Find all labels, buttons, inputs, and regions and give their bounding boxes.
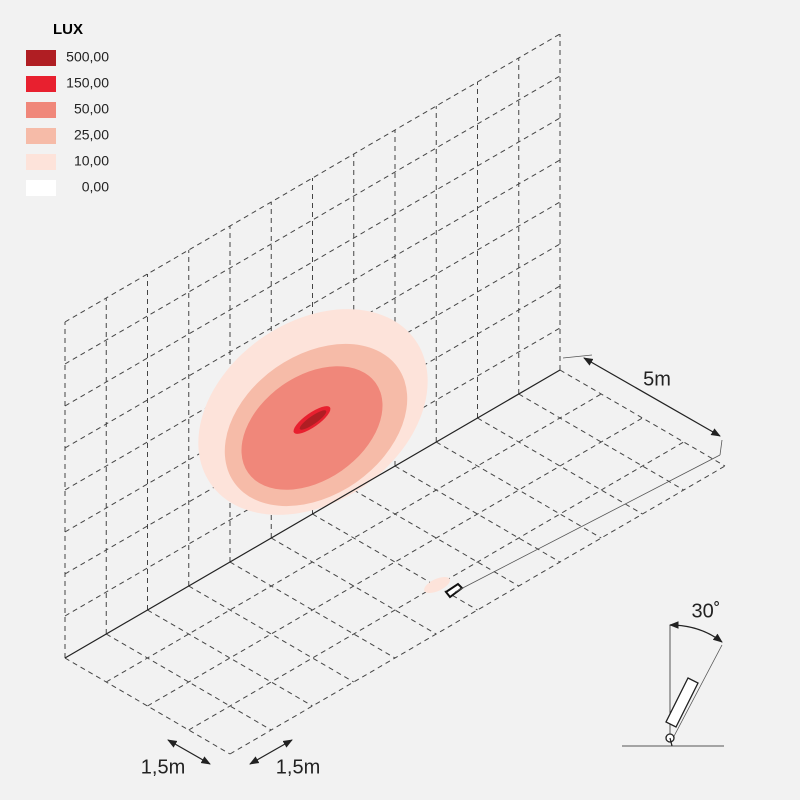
legend-label: 150,00 — [66, 75, 109, 91]
legend-swatch — [26, 154, 56, 170]
dimension-guide — [562, 354, 593, 359]
grid-line — [64, 243, 561, 533]
dimension-line — [249, 739, 293, 765]
isolux — [198, 309, 428, 515]
grid-line — [188, 585, 355, 683]
fixture-spot — [424, 576, 450, 594]
grid-line — [394, 465, 561, 563]
grid-line — [312, 513, 478, 611]
grid-line — [477, 417, 643, 515]
grid-line — [353, 489, 520, 587]
legend-label: 50,00 — [74, 101, 109, 117]
legend-label: 25,00 — [74, 127, 109, 143]
legend-swatch — [26, 180, 56, 196]
fixture — [444, 582, 464, 599]
dimension-line — [167, 739, 211, 765]
grid-line — [64, 75, 561, 365]
grid-line — [229, 465, 726, 755]
wall-base — [64, 369, 561, 659]
grid-line — [147, 609, 313, 707]
legend-label: 0,00 — [82, 179, 109, 195]
dimension-guide — [719, 439, 723, 456]
grid-line — [64, 657, 231, 755]
legend-swatch — [26, 102, 56, 118]
legend: 500,00 150,00 50,00 25,00 10,00 0,00 — [26, 49, 109, 196]
grid-line — [229, 561, 396, 659]
legend-label: 500,00 — [66, 49, 109, 65]
grid-line — [435, 441, 602, 539]
legend-title: LUX — [53, 21, 83, 38]
distance-label: 5m — [643, 368, 671, 390]
spacing-label: 1,5m — [141, 756, 185, 778]
legend-swatch — [26, 76, 56, 92]
grid-line — [64, 201, 561, 491]
grid-line — [64, 327, 561, 617]
legend-swatch — [26, 50, 56, 66]
grid-line — [64, 159, 561, 449]
grid-line — [64, 285, 561, 575]
grid-line — [188, 441, 685, 731]
grid-line — [64, 33, 561, 323]
grid-line — [270, 537, 437, 635]
angle-label: 30˚ — [692, 600, 721, 622]
grid-line — [518, 393, 685, 491]
dimension-line — [583, 357, 721, 437]
dimension-guide — [454, 454, 721, 593]
grid-line — [105, 393, 602, 683]
legend-swatch — [26, 128, 56, 144]
grid-line — [64, 117, 561, 407]
legend-label: 10,00 — [74, 153, 109, 169]
spacing-label: 1,5m — [276, 756, 320, 778]
grid-line — [147, 417, 643, 707]
tilt-icon — [622, 621, 724, 747]
isolux-zone — [299, 410, 327, 430]
grid-line — [105, 633, 272, 731]
